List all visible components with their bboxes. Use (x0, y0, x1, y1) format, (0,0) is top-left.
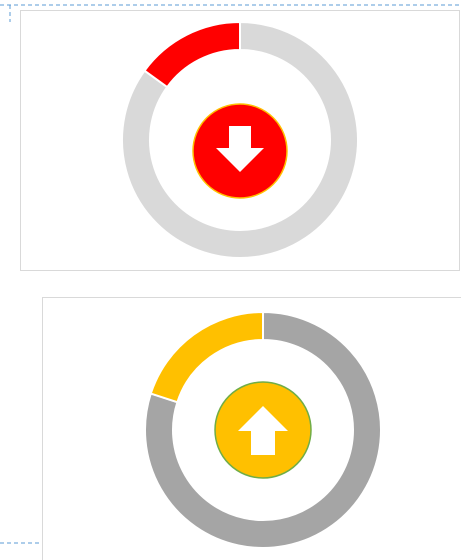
charts (121, 20, 382, 549)
doughnut-slice (121, 20, 359, 259)
down-icon (192, 103, 288, 199)
doughnut-slice (144, 310, 382, 549)
up-icon (214, 381, 312, 479)
doughnut-slice (143, 20, 241, 89)
doughnut-slice (149, 310, 264, 404)
